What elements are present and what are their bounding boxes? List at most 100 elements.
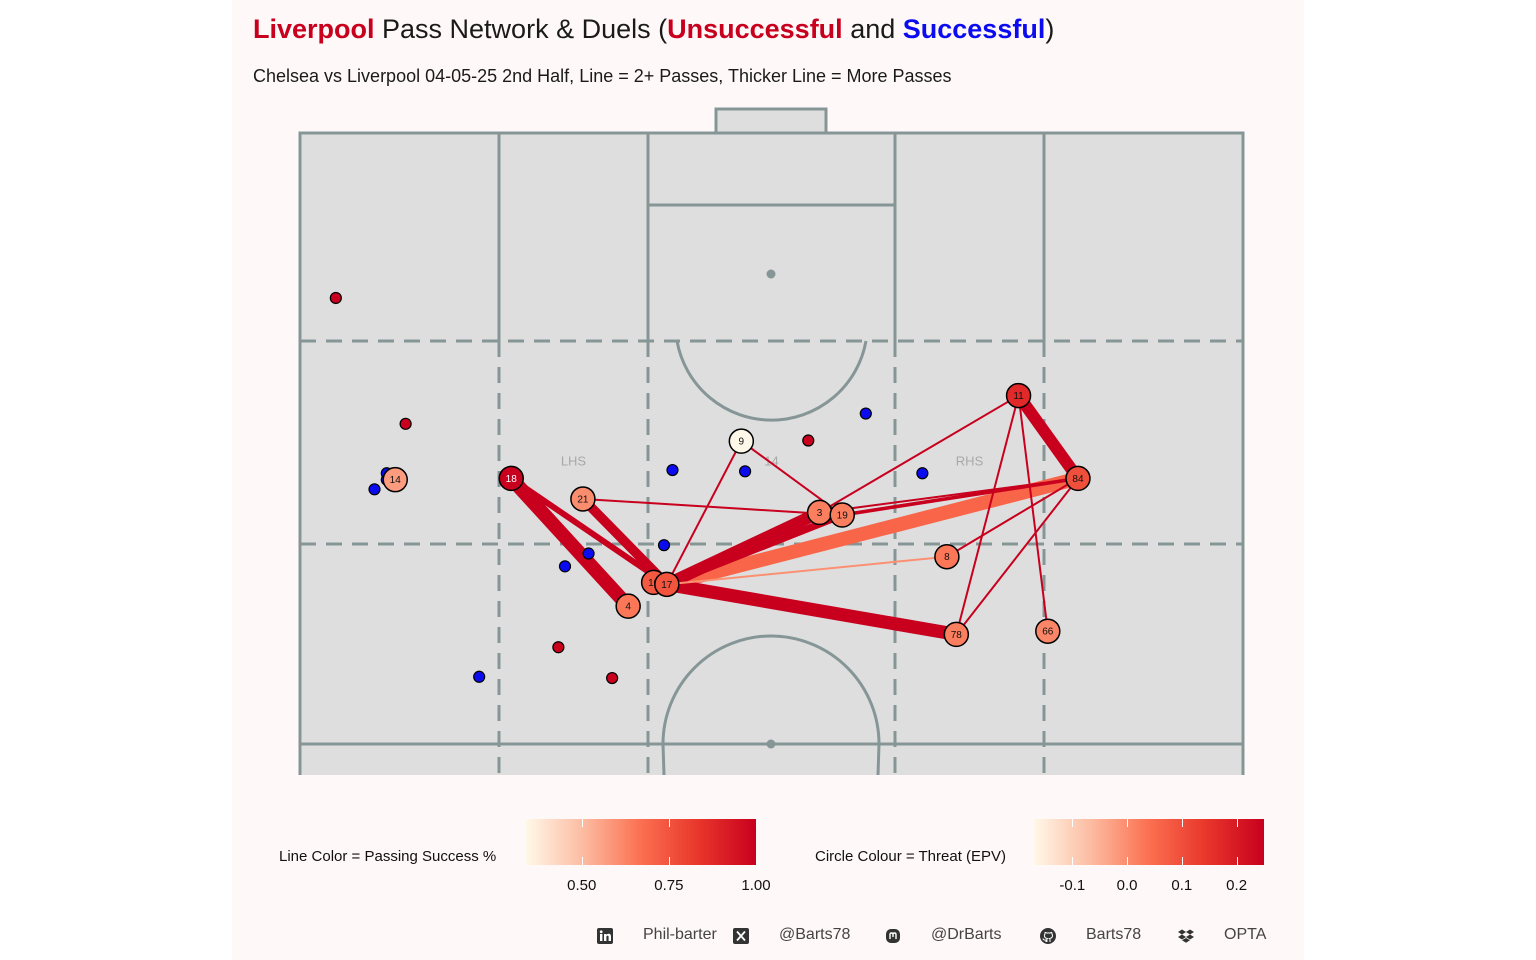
pass-links (506, 392, 1083, 641)
zone-label: RHS (956, 453, 984, 468)
player-label: 11 (1013, 391, 1024, 402)
title-unsuccessful: Unsuccessful (667, 14, 843, 44)
duel-point (657, 539, 671, 552)
title-team: Liverpool (253, 14, 375, 44)
player-label: 3 (817, 508, 823, 519)
player-node: 66 (1035, 618, 1061, 644)
player-node: 18 (498, 465, 524, 492)
pass-link (665, 577, 958, 641)
pass-link (1013, 392, 1083, 482)
line-legend-tick-mark (668, 819, 670, 827)
circle-legend-tick-label: -0.1 (1059, 877, 1086, 894)
circle-legend-tick-mark (1236, 857, 1238, 865)
duel-point (916, 467, 929, 480)
linkedin-icon[interactable] (597, 928, 613, 944)
player-node: 4 (615, 593, 641, 619)
pass-link (665, 440, 743, 585)
duel-point (802, 434, 815, 447)
circle-legend-tick-mark (1127, 819, 1129, 827)
duel-point (552, 641, 565, 654)
pass-link (819, 477, 1079, 514)
player-nodes: 14 18 21 9 3 19 11 84 8 10 17 4 78 66 (382, 382, 1091, 648)
player-node: 9 (728, 428, 755, 454)
circle-legend-tick-mark (1236, 819, 1238, 827)
player-label: 84 (1072, 474, 1084, 485)
x-handle[interactable]: @Barts78 (779, 926, 851, 943)
duel-point (558, 560, 572, 573)
duel-point (738, 465, 752, 478)
duel-point (329, 291, 342, 305)
player-node: 3 (806, 499, 833, 526)
player-node: 21 (570, 486, 596, 512)
player-circle (654, 571, 680, 598)
duel-point (582, 547, 595, 560)
pass-link (955, 477, 1079, 636)
chart-title: Liverpool Pass Network & Duels (Unsucces… (253, 14, 1054, 45)
player-node: 19 (829, 502, 855, 528)
player-label: 4 (625, 602, 631, 613)
pass-link (819, 394, 1020, 514)
pass-link (1017, 395, 1049, 632)
circle-legend-tick-label: 0.0 (1116, 877, 1138, 894)
line-legend-tick-mark (756, 857, 757, 865)
duel-point (399, 417, 412, 430)
mastodon-handle[interactable]: @DrBarts (931, 926, 1002, 943)
line-legend-tick-label: 1.00 (741, 877, 771, 894)
title-close: ) (1045, 14, 1055, 44)
player-label: 21 (577, 494, 589, 505)
penalty-spot (766, 269, 776, 279)
title-and: and (842, 14, 903, 44)
player-circle (1065, 465, 1091, 492)
duel-point (859, 407, 872, 420)
duel-point (666, 463, 679, 477)
circle-legend-tick-mark (1181, 819, 1183, 827)
player-label: 66 (1042, 627, 1054, 638)
line-legend-colorbar (526, 819, 756, 865)
player-circle (943, 621, 970, 648)
circle-legend-tick-label: 0.1 (1171, 877, 1193, 894)
player-node: 84 (1065, 465, 1091, 492)
github-handle[interactable]: Barts78 (1086, 926, 1142, 943)
circle-legend-colorbar (1034, 819, 1264, 865)
player-circle (934, 543, 960, 570)
pass-link (665, 511, 844, 588)
x-icon[interactable] (733, 928, 749, 944)
pass-link (955, 395, 1020, 635)
duel-point (473, 670, 486, 683)
circle-legend-tick-mark (1127, 857, 1129, 865)
goal (714, 107, 828, 135)
player-node: 78 (943, 621, 970, 648)
player-circle (382, 466, 408, 493)
player-label: 18 (506, 474, 518, 485)
penalty-arc (675, 340, 868, 422)
circle-legend-tick-label: 0.2 (1226, 877, 1248, 894)
line-legend-tick-mark (756, 819, 757, 827)
player-label: 78 (951, 630, 963, 641)
circle-legend-tick-mark (1181, 857, 1183, 865)
player-label: 8 (944, 552, 950, 563)
footer: Phil-barter @Barts78 @DrBarts Barts78 OP… (0, 925, 1536, 949)
pass-link (946, 477, 1079, 558)
circle-legend-tick-mark (1072, 819, 1074, 827)
circle-legend-tick-mark (1072, 857, 1074, 865)
line-legend-tick-mark (668, 857, 670, 865)
player-node: 14 (382, 466, 408, 493)
line-legend-tick-label: 0.50 (567, 877, 597, 894)
player-label: 10 (648, 578, 660, 589)
player-label: 9 (739, 437, 745, 448)
mastodon-icon[interactable] (885, 928, 901, 944)
pass-link (506, 473, 634, 611)
player-circle (570, 486, 596, 512)
github-icon[interactable] (1040, 928, 1056, 944)
pass-link (509, 475, 669, 587)
linkedin-handle[interactable]: Phil-barter (643, 926, 717, 943)
duel-point (368, 483, 381, 496)
pitch (298, 107, 1245, 776)
player-node: 17 (654, 571, 680, 598)
player-node: 8 (934, 543, 960, 570)
title-successful: Successful (902, 14, 1046, 44)
player-label: 14 (390, 475, 402, 486)
pass-link (666, 555, 947, 586)
player-node: 11 (1005, 382, 1032, 409)
player-circle (1005, 382, 1032, 409)
